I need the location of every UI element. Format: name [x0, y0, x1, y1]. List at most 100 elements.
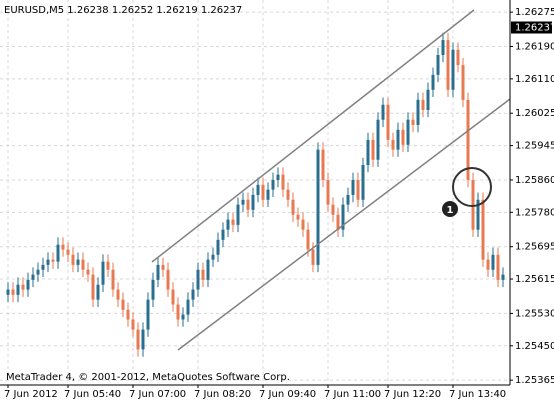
candle-body [361, 165, 365, 200]
x-tick-label: 7 Jun 13:40 [449, 389, 506, 400]
candle-body [376, 119, 380, 160]
candle-body [11, 289, 15, 295]
candle-body [61, 244, 65, 250]
candle-body [401, 129, 405, 145]
copyright: MetaTrader 4, © 2001-2012, MetaQuotes So… [6, 372, 290, 383]
x-tick-label: 7 Jun 09:40 [259, 389, 316, 400]
candle-body [86, 269, 90, 275]
candle-body [181, 314, 185, 320]
candle-body [451, 49, 455, 90]
candles [6, 32, 505, 357]
candle-body [96, 284, 100, 300]
candle-body [196, 269, 200, 290]
candle-body [426, 89, 430, 110]
candle-body [51, 259, 55, 262]
candle-body [266, 189, 270, 200]
x-tick-label: 7 Jun 05:40 [64, 389, 121, 400]
x-tick-label: 7 Jun 08:20 [194, 389, 251, 400]
candle-body [141, 329, 145, 350]
candle-body [151, 279, 155, 300]
candle-body [406, 119, 410, 145]
x-tick-label: 7 Jun 11:00 [324, 389, 381, 400]
candle-body [31, 274, 35, 280]
candle-body [291, 199, 295, 215]
candle-body [171, 289, 175, 305]
candle-body [91, 274, 95, 300]
candle-body [381, 104, 385, 120]
candle-body [396, 129, 400, 150]
candle-body [101, 261, 105, 285]
candle-body [116, 289, 120, 300]
candle-body [386, 104, 390, 140]
candle-body [306, 229, 310, 250]
candle-body [66, 249, 70, 255]
candle-body [456, 49, 460, 66]
y-tick-label: 1.26110 [515, 74, 554, 85]
candle-body [246, 199, 250, 210]
candle-body [201, 269, 205, 280]
candle-body [161, 264, 165, 270]
last-price-label: 1.26237 [515, 23, 554, 34]
candle-body [71, 254, 75, 265]
candle-body [491, 254, 495, 270]
candle-body [286, 189, 290, 200]
candle-body [131, 319, 135, 330]
candle-body [16, 284, 20, 295]
candle-body [481, 199, 485, 260]
candle-body [21, 284, 25, 290]
y-tick-label: 1.25365 [515, 375, 554, 386]
candle-body [81, 259, 85, 270]
candle-body [206, 259, 210, 280]
candle-body [311, 249, 315, 265]
candle-body [501, 274, 505, 280]
candle-body [156, 264, 160, 280]
candle-body [326, 179, 330, 205]
candle-body [336, 214, 340, 230]
y-tick-label: 1.26025 [515, 108, 554, 119]
candle-body [486, 259, 490, 270]
candle-body [76, 259, 80, 265]
candle-body [271, 179, 275, 190]
candle-body [461, 65, 465, 100]
candle-body [36, 269, 40, 275]
candle-body [176, 304, 180, 320]
y-tick-label: 1.25860 [515, 175, 554, 186]
y-tick-label: 1.25530 [515, 308, 554, 319]
candle-body [416, 99, 420, 125]
candle-body [391, 139, 395, 150]
candle-body [236, 204, 240, 225]
candle-body [411, 119, 415, 125]
channel-upper [151, 9, 475, 263]
candle-body [41, 264, 45, 270]
candle-body [446, 40, 450, 90]
candle-body [371, 139, 375, 160]
y-tick-label: 1.26190 [515, 42, 554, 53]
y-tick-label: 1.25695 [515, 242, 554, 253]
candle-body [466, 99, 470, 180]
candle-body [261, 184, 265, 200]
highlight-circle [452, 167, 492, 207]
candle-body [296, 214, 300, 220]
candle-body [331, 204, 335, 215]
candle-body [136, 329, 140, 350]
candle-body [476, 199, 480, 230]
candle-body [356, 179, 360, 200]
channel-lower [177, 98, 511, 351]
candle-body [111, 269, 115, 290]
candle-body [496, 254, 500, 280]
candle-body [471, 179, 475, 230]
candle-body [26, 279, 30, 290]
candle-body [241, 199, 245, 205]
candle-body [46, 259, 50, 265]
candle-body [436, 55, 440, 75]
candle-body [256, 184, 260, 195]
last-price-box [511, 21, 552, 34]
candle-body [421, 99, 425, 110]
candle-body [321, 149, 325, 180]
candle-body [166, 269, 170, 290]
candle-body [281, 174, 285, 190]
candle-body [221, 229, 225, 240]
